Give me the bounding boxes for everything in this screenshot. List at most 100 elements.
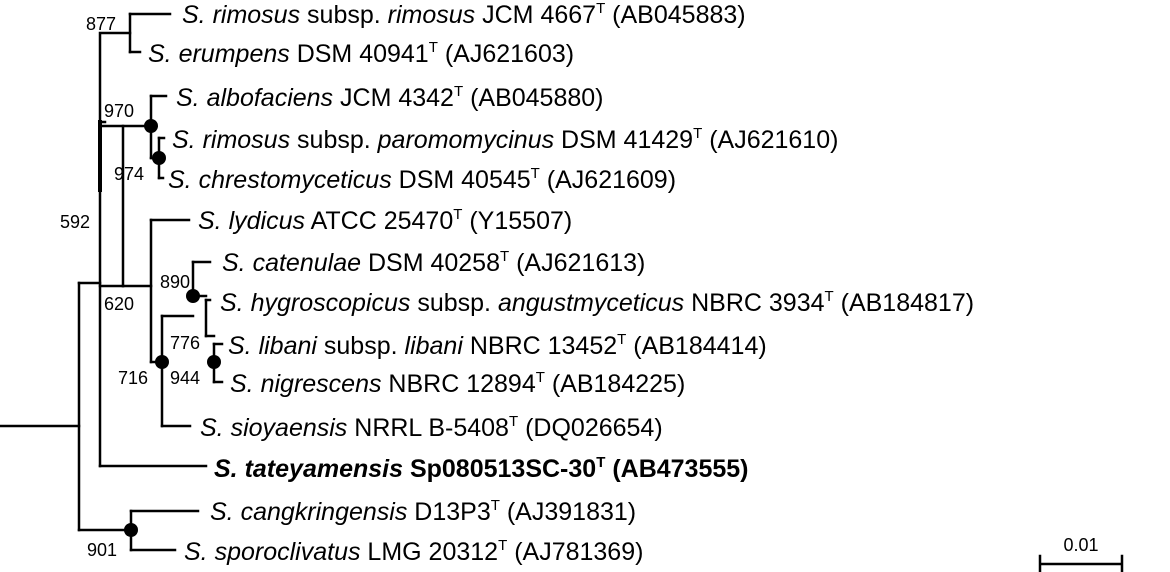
taxon-label-cangkringensis: S. cangkringensis D13P3T (AJ391831) — [210, 497, 636, 526]
taxon-label-paromomycinus: S. rimosus subsp. paromomycinus DSM 4142… — [172, 125, 838, 154]
tree-branches — [0, 12, 224, 552]
taxon-strain: D13P3 — [407, 498, 490, 526]
taxon-type-mark: T — [825, 288, 834, 305]
taxon-genus: S. — [200, 414, 231, 442]
taxon-type-mark: T — [454, 83, 463, 100]
taxon-labels: S. rimosus subsp. rimosus JCM 4667T (AB0… — [148, 0, 974, 566]
taxon-species: libani — [259, 332, 319, 360]
taxon-type-mark: T — [596, 0, 605, 17]
taxon-strain: NBRC 13452 — [463, 332, 617, 360]
taxon-species: tateyamensis — [245, 455, 404, 483]
taxon-subsp-word: subsp. — [410, 289, 498, 317]
bootstrap-901: 901 — [87, 540, 117, 560]
taxon-genus: S. — [198, 207, 229, 235]
taxon-subsp-word: subsp. — [290, 126, 378, 154]
taxon-accession: (AJ391831) — [500, 498, 636, 526]
taxon-species: sporoclivatus — [215, 538, 361, 566]
node-dot-944 — [207, 355, 221, 369]
taxon-label-chrestomyceticus: S. chrestomyceticus DSM 40545T (AJ621609… — [168, 165, 676, 194]
taxon-species: catenulae — [253, 249, 361, 277]
taxon-label-catenulae: S. catenulae DSM 40258T (AJ621613) — [222, 248, 645, 277]
taxon-type-mark: T — [498, 537, 507, 554]
taxon-strain: NBRC 3934 — [684, 289, 824, 317]
bootstrap-974: 974 — [114, 164, 144, 184]
taxon-strain: DSM 41429 — [554, 126, 693, 154]
taxon-type-mark: T — [531, 165, 540, 182]
taxon-label-rimosus: S. rimosus subsp. rimosus JCM 4667T (AB0… — [182, 0, 746, 29]
bootstrap-716: 716 — [118, 368, 148, 388]
node-dot-890 — [186, 289, 200, 303]
taxon-subsp-word: subsp. — [300, 1, 388, 29]
taxon-genus: S. — [214, 455, 245, 483]
taxon-genus: S. — [168, 166, 199, 194]
taxon-label-libani: S. libani subsp. libani NBRC 13452T (AB1… — [228, 331, 767, 360]
taxon-species: albofaciens — [207, 84, 333, 112]
taxon-type-mark: T — [491, 497, 500, 514]
taxon-species: rimosus — [203, 126, 291, 154]
taxon-accession: (AJ621613) — [509, 249, 645, 277]
taxon-subspecies: rimosus — [388, 1, 476, 29]
taxon-accession: (Y15507) — [462, 207, 572, 235]
bootstrap-877: 877 — [86, 14, 116, 34]
bootstrap-776: 776 — [170, 333, 200, 353]
taxon-type-mark: T — [500, 248, 509, 265]
taxon-strain: DSM 40258 — [361, 249, 500, 277]
bootstrap-620: 620 — [104, 294, 134, 314]
node-dot-901 — [124, 523, 138, 537]
taxon-label-nigrescens: S. nigrescens NBRC 12894T (AB184225) — [230, 369, 685, 398]
taxon-type-mark: T — [509, 413, 518, 430]
bootstrap-944: 944 — [170, 368, 200, 388]
taxon-subspecies: libani — [405, 332, 465, 360]
taxon-subspecies: angustmyceticus — [498, 289, 684, 317]
taxon-species: rimosus — [213, 1, 301, 29]
taxon-type-mark: T — [536, 369, 545, 386]
taxon-species: chrestomyceticus — [199, 166, 392, 194]
taxon-accession: (AJ621609) — [540, 166, 676, 194]
taxon-label-tateyamensis: S. tateyamensis Sp080513SC-30T (AB473555… — [214, 454, 749, 483]
bootstrap-592: 592 — [60, 212, 90, 232]
scale-bar: 0.01 — [1038, 535, 1124, 572]
taxon-accession: (AB184817) — [834, 289, 974, 317]
taxon-genus: S. — [184, 538, 215, 566]
taxon-type-mark: T — [429, 39, 438, 56]
bootstrap-values: 877 970 974 592 890 620 776 716 944 901 — [60, 14, 200, 560]
node-dot-974 — [152, 151, 166, 165]
taxon-strain: DSM 40545 — [392, 166, 531, 194]
node-dot-970 — [144, 119, 158, 133]
taxon-accession: (AB184225) — [545, 370, 685, 398]
branch-to-node-877 — [98, 31, 132, 124]
bootstrap-890: 890 — [160, 272, 190, 292]
taxon-strain: LMG 20312 — [360, 538, 498, 566]
scale-bar-label: 0.01 — [1063, 535, 1098, 555]
taxon-genus: S. — [228, 332, 259, 360]
taxon-type-mark: T — [596, 454, 605, 471]
taxon-accession: (DQ026654) — [518, 414, 663, 442]
taxon-species: sioyaensis — [231, 414, 348, 442]
taxon-strain: JCM 4342 — [333, 84, 454, 112]
bootstrap-970: 970 — [104, 101, 134, 121]
taxon-subsp-word: subsp. — [317, 332, 405, 360]
taxon-accession: (AJ781369) — [507, 538, 643, 566]
taxon-label-erumpens: S. erumpens DSM 40941T (AJ621603) — [148, 39, 574, 68]
taxon-species: lydicus — [229, 207, 305, 235]
taxon-genus: S. — [210, 498, 241, 526]
node-dot-716 — [155, 355, 169, 369]
taxon-label-sioyaensis: S. sioyaensis NRRL B-5408T (DQ026654) — [200, 413, 663, 442]
taxon-genus: S. — [182, 1, 213, 29]
taxon-accession: (AB045880) — [463, 84, 603, 112]
taxon-genus: S. — [148, 40, 179, 68]
taxon-genus: S. — [176, 84, 207, 112]
taxon-label-sporoclivatus: S. sporoclivatus LMG 20312T (AJ781369) — [184, 537, 643, 566]
taxon-type-mark: T — [453, 206, 462, 223]
taxon-accession: (AB473555) — [605, 455, 748, 483]
taxon-species: erumpens — [179, 40, 290, 68]
taxon-accession: (AJ621610) — [702, 126, 838, 154]
taxon-type-mark: T — [693, 125, 702, 142]
taxon-strain: Sp080513SC-30 — [403, 455, 596, 483]
taxon-label-albofaciens: S. albofaciens JCM 4342T (AB045880) — [176, 83, 604, 112]
taxon-strain: ATCC 25470 — [305, 207, 453, 235]
taxon-type-mark: T — [617, 331, 626, 348]
taxon-accession: (AB184414) — [626, 332, 766, 360]
taxon-species: cangkringensis — [241, 498, 408, 526]
